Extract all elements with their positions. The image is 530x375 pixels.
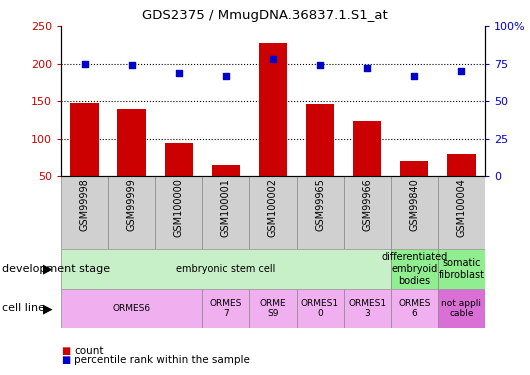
Bar (438, 249, 485, 289)
Bar (306, 104, 334, 214)
Text: GSM100000: GSM100000 (174, 178, 184, 237)
Bar (250, 289, 296, 328)
Text: ORME
S9: ORME S9 (260, 299, 286, 318)
Text: count: count (74, 346, 104, 355)
Bar (61, 176, 108, 249)
Bar (61, 249, 391, 289)
Point (174, 70, 183, 76)
Bar (202, 176, 250, 249)
Text: GSM99965: GSM99965 (315, 178, 325, 231)
Text: ORMES
7: ORMES 7 (210, 299, 242, 318)
Bar (391, 249, 438, 289)
Text: ORMES1
3: ORMES1 3 (348, 299, 386, 318)
Point (222, 73, 230, 79)
Text: ▶: ▶ (43, 262, 53, 276)
Bar (400, 160, 428, 214)
Text: GSM100001: GSM100001 (221, 178, 231, 237)
Text: development stage: development stage (2, 264, 110, 274)
Point (316, 62, 324, 68)
Point (363, 65, 372, 71)
Text: embryonic stem cell: embryonic stem cell (176, 264, 276, 274)
Bar (118, 109, 146, 214)
Point (127, 62, 136, 68)
Text: GDS2375 / MmugDNA.36837.1.S1_at: GDS2375 / MmugDNA.36837.1.S1_at (142, 9, 388, 22)
Bar (250, 176, 296, 249)
Text: not appli
cable: not appli cable (441, 299, 481, 318)
Bar (353, 121, 381, 214)
Bar (343, 289, 391, 328)
Bar (202, 289, 250, 328)
Point (80, 61, 89, 67)
Point (410, 73, 419, 79)
Point (269, 56, 277, 62)
Bar (70, 103, 99, 214)
Text: GSM100002: GSM100002 (268, 178, 278, 237)
Bar (108, 176, 155, 249)
Bar (61, 289, 202, 328)
Bar (259, 43, 287, 214)
Text: percentile rank within the sample: percentile rank within the sample (74, 355, 250, 365)
Text: ■: ■ (61, 346, 70, 355)
Bar (438, 289, 485, 328)
Bar (447, 154, 475, 214)
Bar (165, 143, 193, 214)
Text: ORMES
6: ORMES 6 (398, 299, 430, 318)
Text: ■: ■ (61, 355, 70, 365)
Bar (296, 176, 343, 249)
Text: ▶: ▶ (43, 302, 53, 315)
Text: cell line: cell line (2, 303, 45, 313)
Text: GSM100004: GSM100004 (456, 178, 466, 237)
Bar (391, 176, 438, 249)
Bar (211, 165, 240, 214)
Text: GSM99966: GSM99966 (362, 178, 372, 231)
Text: GSM99840: GSM99840 (409, 178, 419, 231)
Bar (391, 289, 438, 328)
Point (457, 68, 466, 74)
Bar (343, 176, 391, 249)
Bar (155, 176, 202, 249)
Text: somatic
fibroblast: somatic fibroblast (438, 258, 484, 280)
Bar (438, 176, 485, 249)
Text: GSM99998: GSM99998 (80, 178, 90, 231)
Text: ORMES1
0: ORMES1 0 (301, 299, 339, 318)
Text: differentiated
embryoid
bodies: differentiated embryoid bodies (381, 252, 447, 286)
Bar (296, 289, 343, 328)
Text: GSM99999: GSM99999 (127, 178, 137, 231)
Text: ORMES6: ORMES6 (112, 304, 151, 313)
